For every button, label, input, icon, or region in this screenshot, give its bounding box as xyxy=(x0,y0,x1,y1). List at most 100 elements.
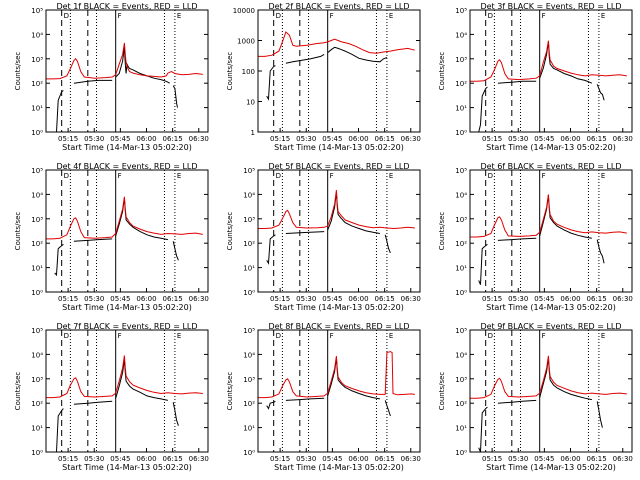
x-tick-label: 06:00 xyxy=(348,135,368,143)
x-tick-label: 05:30 xyxy=(508,135,528,143)
x-tick-label: 06:00 xyxy=(348,455,368,463)
x-tick-label: 05:30 xyxy=(296,135,316,143)
y-axis-label: Counts/sec xyxy=(226,372,234,411)
x-tick-label: 06:00 xyxy=(560,455,580,463)
y-tick-label: 10⁰ xyxy=(31,289,43,297)
x-tick-label: 05:45 xyxy=(534,455,554,463)
y-tick-label: 10⁰ xyxy=(243,289,255,297)
panel-title: Det 9f BLACK = Events, RED = LLD xyxy=(480,322,621,331)
series-events-line xyxy=(539,41,593,84)
marker-label: E xyxy=(177,172,181,180)
x-tick-label: 05:45 xyxy=(110,295,130,303)
x-tick-label: 06:30 xyxy=(401,295,421,303)
x-axis-label: Start Time (14-Mar-13 05:02:20) xyxy=(486,143,616,152)
y-tick-label: 10⁴ xyxy=(455,351,467,359)
x-tick-label: 05:30 xyxy=(84,135,104,143)
marker-label: E xyxy=(601,332,605,340)
y-tick-label: 10² xyxy=(455,400,467,408)
panel-title: Det 1f BLACK = Events, RED = LLD xyxy=(56,2,197,11)
y-tick-label: 10¹ xyxy=(31,425,43,433)
x-tick-label: 05:30 xyxy=(84,295,104,303)
marker-label: E xyxy=(177,332,181,340)
panel-title: Det 3f BLACK = Events, RED = LLD xyxy=(480,2,621,11)
panel-title: Det 6f BLACK = Events, RED = LLD xyxy=(480,162,621,171)
marker-label: D xyxy=(276,172,281,180)
y-tick-label: 10⁰ xyxy=(31,129,43,137)
plot-frame xyxy=(45,169,209,293)
series-group xyxy=(470,194,627,285)
y-tick-label: 10⁴ xyxy=(455,191,467,199)
marker-label: F xyxy=(118,332,122,340)
marker-label: D xyxy=(64,332,69,340)
x-tick-label: 06:15 xyxy=(587,295,607,303)
y-tick-label: 10¹ xyxy=(31,265,43,273)
y-axis-label: Counts/sec xyxy=(14,212,22,251)
series-events-line xyxy=(54,408,64,452)
y-tick-label: 10² xyxy=(243,400,255,408)
y-tick-label: 10⁰ xyxy=(455,129,467,137)
series-group xyxy=(258,351,415,417)
x-tick-label: 06:00 xyxy=(136,455,156,463)
series-group xyxy=(470,355,627,452)
series-events-line xyxy=(497,80,537,84)
y-tick-label: 10⁵ xyxy=(31,167,43,175)
y-tick-label: 10⁰ xyxy=(243,449,255,457)
x-tick-label: 05:45 xyxy=(322,135,342,143)
x-tick-label: 05:15 xyxy=(58,135,78,143)
series-events-line xyxy=(539,358,592,401)
y-tick-label: 10⁵ xyxy=(31,7,43,15)
x-tick-label: 05:15 xyxy=(58,295,78,303)
series-lld-line xyxy=(46,196,203,240)
y-tick-label: 10⁴ xyxy=(455,31,467,39)
x-tick-label: 05:15 xyxy=(482,135,502,143)
x-tick-label: 05:45 xyxy=(534,295,554,303)
series-group xyxy=(470,40,627,132)
y-tick-label: 10¹ xyxy=(455,265,467,273)
plot-frame xyxy=(45,9,209,133)
marker-label: E xyxy=(389,12,393,20)
series-events-line xyxy=(172,241,179,261)
x-tick-label: 06:00 xyxy=(136,295,156,303)
series-events-line xyxy=(596,239,605,264)
x-tick-label: 05:15 xyxy=(482,455,502,463)
y-tick-label: 10000 xyxy=(233,7,255,15)
series-events-line xyxy=(327,46,388,63)
marker-label: F xyxy=(118,12,122,20)
x-axis-label: Start Time (14-Mar-13 05:02:20) xyxy=(62,143,192,152)
series-events-line xyxy=(172,402,179,426)
series-events-line xyxy=(327,192,380,234)
x-tick-label: 06:30 xyxy=(613,295,633,303)
y-tick-label: 10³ xyxy=(455,56,467,64)
series-events-line xyxy=(54,243,64,277)
x-axis-label: Start Time (14-Mar-13 05:02:20) xyxy=(62,463,192,472)
y-tick-label: 10¹ xyxy=(455,425,467,433)
marker-label: D xyxy=(488,172,493,180)
y-tick-label: 10⁴ xyxy=(31,191,43,199)
y-axis-label: Counts/sec xyxy=(226,212,234,251)
series-events-line xyxy=(478,406,488,452)
x-tick-label: 05:15 xyxy=(482,295,502,303)
marker-label: F xyxy=(542,332,546,340)
plot-frame xyxy=(469,9,633,133)
y-tick-label: 10⁵ xyxy=(31,327,43,335)
y-tick-label: 10¹ xyxy=(243,425,255,433)
plot-frame xyxy=(45,329,209,453)
y-axis-label: Counts/sec xyxy=(226,52,234,91)
x-tick-label: 06:00 xyxy=(348,295,368,303)
x-axis-label: Start Time (14-Mar-13 05:02:20) xyxy=(486,303,616,312)
marker-label: E xyxy=(177,12,181,20)
series-events-line xyxy=(596,84,605,101)
y-tick-label: 10⁴ xyxy=(243,191,255,199)
x-tick-label: 06:00 xyxy=(136,135,156,143)
series-events-line xyxy=(73,79,113,84)
marker-label: D xyxy=(488,332,493,340)
y-axis-label: Counts/sec xyxy=(438,372,446,411)
